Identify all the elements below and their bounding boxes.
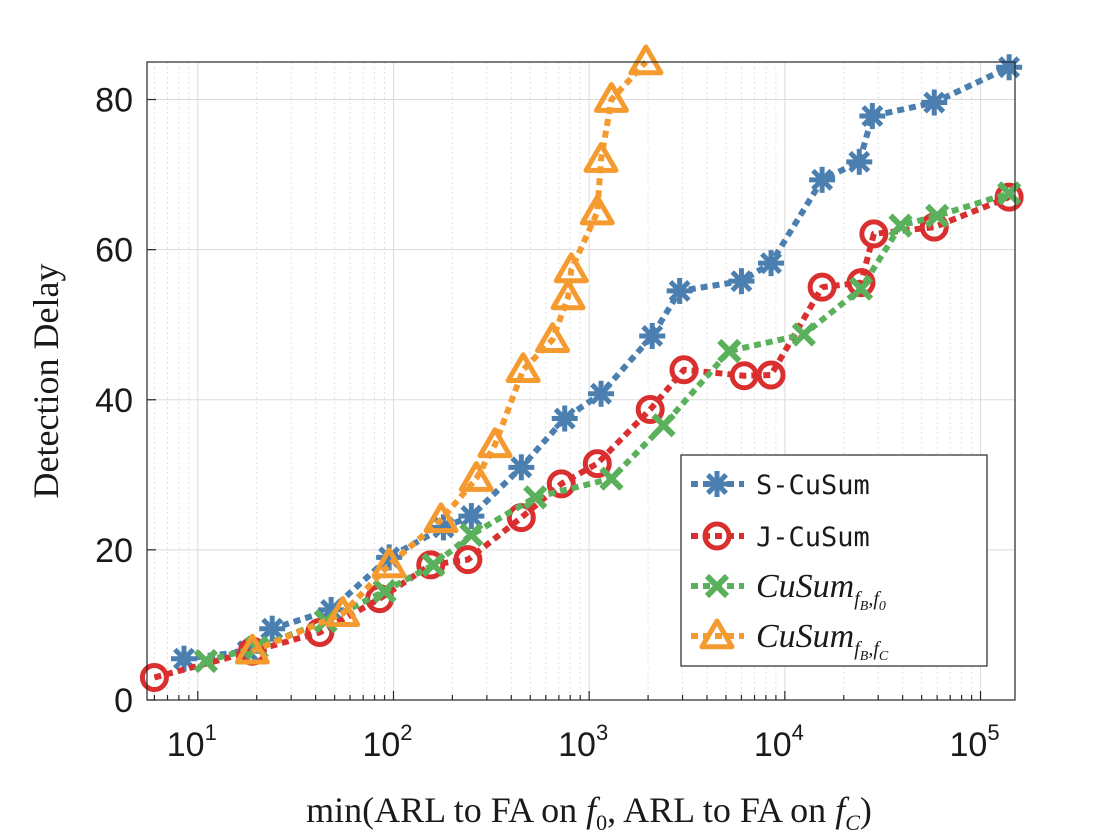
y-tick-label: 20 bbox=[95, 532, 133, 570]
legend-item: J-CuSum bbox=[691, 521, 870, 553]
legend-box bbox=[680, 454, 988, 667]
series-j-cusum bbox=[139, 182, 1024, 692]
data-point bbox=[550, 279, 586, 311]
data-point bbox=[139, 662, 169, 692]
data-point bbox=[193, 648, 219, 674]
data-point bbox=[505, 352, 541, 384]
data-point bbox=[717, 338, 742, 364]
legend-label: S-CuSum bbox=[756, 470, 870, 501]
axes: 0 20 40 60 80 101 102 103 104 105 bbox=[95, 82, 999, 764]
data-point bbox=[756, 360, 786, 390]
y-tick-label: 80 bbox=[95, 82, 133, 120]
data-point bbox=[460, 505, 483, 528]
data-point bbox=[791, 322, 816, 347]
data-point bbox=[459, 522, 484, 547]
data-point bbox=[599, 466, 624, 491]
data-point bbox=[888, 213, 913, 238]
data-point bbox=[807, 272, 837, 302]
data-point bbox=[668, 279, 691, 302]
data-point bbox=[583, 142, 619, 173]
data-point bbox=[553, 407, 576, 430]
data-point bbox=[861, 105, 884, 128]
data-point bbox=[811, 168, 834, 191]
data-point bbox=[848, 150, 871, 173]
x-tick-label: 104 bbox=[754, 720, 804, 764]
legend-marker bbox=[706, 473, 728, 495]
y-tick-label: 40 bbox=[95, 382, 133, 420]
data-point bbox=[546, 469, 576, 499]
data-point bbox=[523, 485, 548, 510]
data-point bbox=[234, 633, 270, 665]
data-point bbox=[506, 503, 536, 533]
data-point bbox=[535, 322, 571, 354]
data-point bbox=[372, 579, 397, 604]
data-point bbox=[582, 449, 612, 479]
data-point bbox=[421, 552, 446, 578]
x-tick-label: 101 bbox=[167, 720, 217, 764]
legend-marker bbox=[702, 521, 732, 551]
data-point bbox=[453, 545, 483, 575]
legend-item: S-CuSum bbox=[691, 470, 870, 501]
data-point bbox=[325, 596, 361, 627]
data-point bbox=[593, 82, 629, 113]
data-point bbox=[760, 252, 783, 275]
data-point bbox=[925, 203, 950, 228]
data-point bbox=[261, 617, 284, 640]
data-point bbox=[553, 252, 589, 284]
legend-item: CuSumfB,fC bbox=[691, 618, 889, 664]
data-point bbox=[923, 91, 946, 114]
legend-marker bbox=[699, 618, 735, 650]
data-point bbox=[997, 181, 1022, 206]
data-point bbox=[641, 325, 664, 347]
data-point bbox=[730, 270, 753, 293]
data-point bbox=[846, 268, 876, 298]
data-point bbox=[579, 194, 615, 226]
data-point bbox=[510, 456, 533, 479]
data-point bbox=[669, 355, 699, 385]
data-point bbox=[458, 461, 494, 492]
x-tick-label: 105 bbox=[950, 720, 1000, 764]
data-point bbox=[729, 361, 759, 391]
data-point bbox=[371, 547, 407, 579]
legend-item: CuSumfB,f0 bbox=[691, 568, 886, 614]
x-axis-label: min(ARL to FA on f0, ARL to FA on fC) bbox=[306, 790, 872, 835]
data-point bbox=[590, 382, 613, 405]
data-point bbox=[635, 395, 665, 425]
y-tick-label: 60 bbox=[95, 232, 133, 270]
data-point bbox=[651, 413, 676, 438]
y-axis-label: Detection Delay bbox=[26, 264, 66, 499]
series-layer bbox=[139, 44, 1024, 692]
data-point bbox=[859, 219, 889, 249]
data-point bbox=[998, 56, 1021, 79]
series-cusum-fb-fc bbox=[234, 44, 664, 665]
data-point bbox=[848, 276, 874, 301]
data-point bbox=[477, 427, 513, 459]
data-point bbox=[416, 550, 446, 580]
plot-frame bbox=[146, 61, 1016, 701]
data-point bbox=[423, 502, 459, 534]
series-line bbox=[251, 59, 649, 654]
legend-label: CuSumfB,fC bbox=[756, 618, 889, 664]
data-point bbox=[173, 647, 195, 670]
y-tick-label: 0 bbox=[114, 682, 133, 720]
legend-label: CuSumfB,f0 bbox=[756, 568, 886, 614]
legend-marker bbox=[704, 573, 730, 599]
data-point bbox=[994, 182, 1024, 212]
data-point bbox=[628, 44, 664, 76]
x-tick-label: 103 bbox=[558, 720, 608, 764]
legend-label: J-CuSum bbox=[756, 522, 870, 553]
x-tick-label: 102 bbox=[362, 720, 412, 764]
